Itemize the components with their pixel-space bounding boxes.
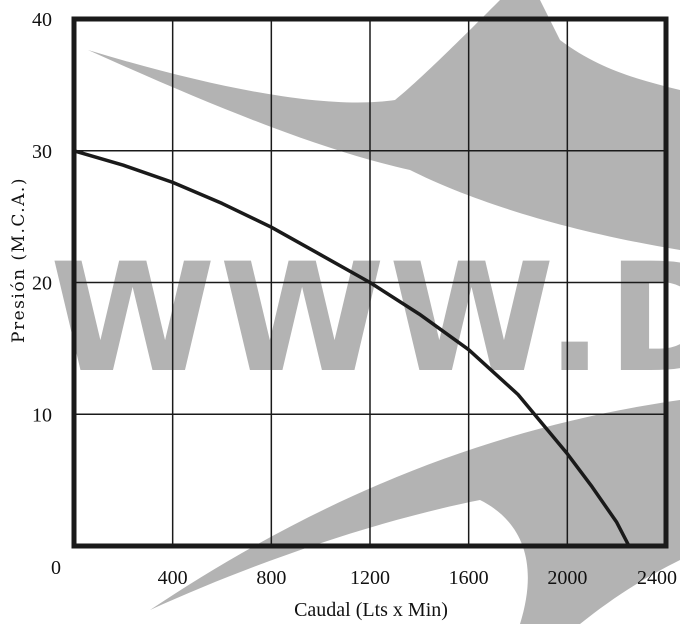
x-tick-label: 800 — [256, 567, 286, 589]
x-tick-label: 1600 — [449, 567, 489, 589]
series — [72, 149, 631, 548]
plot-frame — [71, 16, 669, 549]
series-line — [72, 149, 631, 548]
x-tick-label: 400 — [158, 567, 188, 589]
y-tick-label: 40 — [32, 9, 52, 31]
x-axis-label: Caudal (Lts x Min) — [294, 599, 448, 621]
watermark-text: WWW.DF — [50, 232, 680, 406]
watermark-lower-swoosh — [150, 400, 680, 624]
x-tick-label: 2400 — [637, 567, 677, 589]
x-tick-label: 1200 — [350, 567, 390, 589]
x-tick-label: 2000 — [547, 567, 587, 589]
y-tick-label: 10 — [32, 404, 52, 426]
y-axis-label: Presión (M.C.A.) — [9, 177, 29, 343]
watermark: WWW.DF — [50, 0, 680, 624]
tick-labels: 0 400 800 1200 1600 2000 2400 10 20 30 40 — [32, 9, 677, 589]
watermark-upper-swoosh — [88, 0, 680, 250]
y-tick-label: 20 — [32, 273, 52, 295]
y-tick-label: 30 — [32, 141, 52, 163]
x-tick-label: 0 — [51, 557, 61, 579]
